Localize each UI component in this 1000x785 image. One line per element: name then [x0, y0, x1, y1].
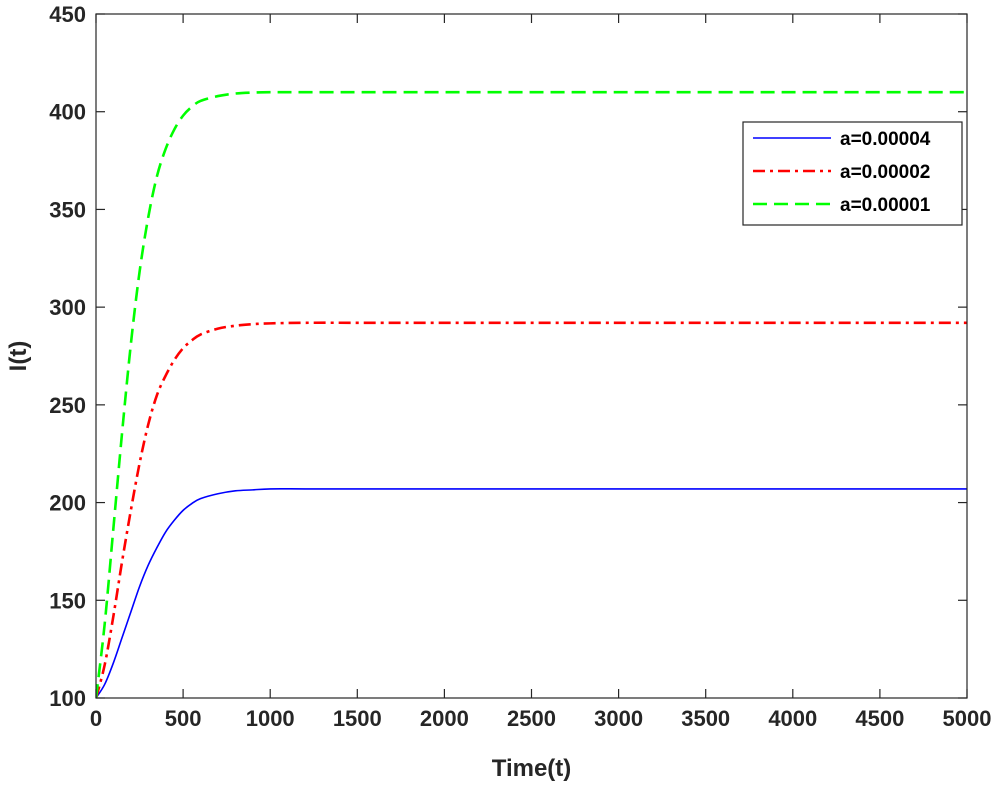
y-axis-title: I(t) — [5, 341, 32, 372]
series-line-3 — [96, 90, 967, 698]
x-tick-label: 4500 — [855, 706, 904, 731]
x-tick-label: 2500 — [507, 706, 556, 731]
x-tick-label: 5000 — [943, 706, 992, 731]
series-line-2 — [96, 321, 967, 698]
legend-box — [742, 121, 963, 226]
legend-entry-label: a=0.00001 — [840, 195, 931, 216]
x-tick-label: 3500 — [681, 706, 730, 731]
legend-entry-label: a=0.00002 — [840, 162, 930, 183]
x-tick-label: 500 — [165, 706, 202, 731]
x-tick-label: 1500 — [333, 706, 382, 731]
y-tick-label: 300 — [49, 295, 86, 320]
y-tick-label: 200 — [49, 491, 86, 516]
y-tick-label: 450 — [49, 2, 86, 27]
series-line-1 — [96, 488, 967, 698]
x-tick-label: 3000 — [594, 706, 643, 731]
ticks-layer: 0 500 1000 1500 2000 2500 3000 3500 4000 4500 5000… — [49, 2, 991, 731]
plot-frame — [95, 13, 968, 699]
x-tick-label: 0 — [90, 706, 102, 731]
axes-layer — [95, 13, 968, 699]
legend-entry-label: a=0.00004 — [840, 129, 931, 150]
x-tick-label: 1000 — [246, 706, 295, 731]
x-tick-label: 2000 — [420, 706, 469, 731]
series-layer — [96, 90, 967, 698]
y-tick-label: 250 — [49, 393, 86, 418]
y-tick-label: 100 — [49, 686, 86, 711]
x-axis-title: Time(t) — [492, 755, 572, 782]
y-tick-label: 350 — [49, 197, 86, 222]
y-tick-label: 400 — [49, 100, 86, 125]
y-tick-label: 150 — [49, 588, 86, 613]
legend: a=0.00004 a=0.00002 a=0.00001 — [742, 121, 963, 226]
x-tick-label: 4000 — [768, 706, 817, 731]
